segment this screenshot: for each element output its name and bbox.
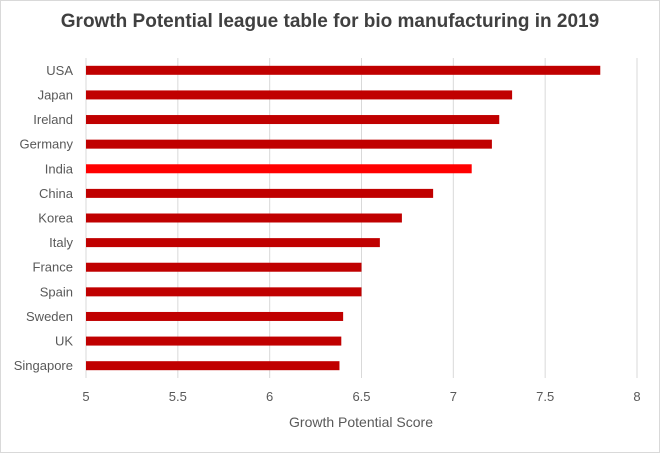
category-axis: USA Japan Ireland Germany India China Korea Ita… bbox=[14, 63, 74, 373]
category-label: UK bbox=[55, 334, 73, 349]
chart-title: Growth Potential league table for bio ma… bbox=[60, 11, 600, 32]
bar-korea bbox=[86, 213, 402, 223]
bar-france bbox=[86, 262, 362, 272]
bar-series bbox=[86, 65, 601, 371]
x-tick-label: 6 bbox=[266, 389, 273, 404]
category-label: Germany bbox=[20, 137, 74, 152]
x-tick-label: 5.5 bbox=[169, 389, 187, 404]
bar-singapore bbox=[86, 361, 340, 371]
bar-usa bbox=[86, 65, 601, 75]
x-tick-label: 7.5 bbox=[536, 389, 554, 404]
value-axis: 5 5.5 6 6.5 7 7.5 8 bbox=[82, 389, 640, 404]
x-axis-title: Growth Potential Score bbox=[289, 414, 433, 430]
bar-ireland bbox=[86, 115, 500, 125]
category-label: France bbox=[33, 260, 73, 275]
bar-india bbox=[86, 164, 472, 174]
x-tick-label: 8 bbox=[633, 389, 640, 404]
x-tick-label: 7 bbox=[450, 389, 457, 404]
bar-uk bbox=[86, 336, 342, 346]
category-label: Spain bbox=[40, 284, 73, 299]
category-label: Sweden bbox=[26, 309, 73, 324]
category-label: Singapore bbox=[14, 358, 73, 373]
bar-spain bbox=[86, 287, 362, 297]
bar-japan bbox=[86, 90, 513, 100]
category-label: Ireland bbox=[33, 112, 73, 127]
bar-italy bbox=[86, 238, 380, 248]
x-tick-label: 6.5 bbox=[352, 389, 370, 404]
category-label: USA bbox=[46, 63, 73, 78]
x-tick-label: 5 bbox=[82, 389, 89, 404]
bar-sweden bbox=[86, 311, 344, 321]
category-label: Italy bbox=[49, 235, 73, 250]
bar-china bbox=[86, 188, 434, 198]
category-label: Japan bbox=[38, 87, 73, 102]
category-label: India bbox=[45, 161, 74, 176]
category-label: China bbox=[39, 186, 74, 201]
bar-germany bbox=[86, 139, 492, 149]
category-label: Korea bbox=[38, 211, 73, 226]
